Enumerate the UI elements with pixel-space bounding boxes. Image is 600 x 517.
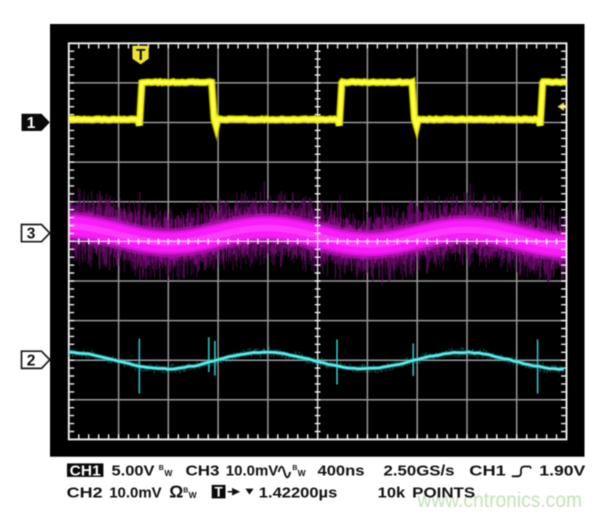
svg-text:5.00V: 5.00V (112, 463, 155, 480)
svg-text:1.90V: 1.90V (539, 463, 585, 480)
svg-text:CH2: CH2 (67, 485, 103, 502)
svg-text:T: T (136, 47, 146, 64)
svg-text:Ω: Ω (169, 482, 183, 502)
svg-text:www.cntronics.com: www.cntronics.com (417, 488, 582, 512)
svg-text:3: 3 (27, 226, 36, 243)
svg-text:POINTS: POINTS (412, 485, 475, 502)
svg-text:W: W (189, 490, 198, 500)
svg-text:10.0mV: 10.0mV (109, 485, 162, 502)
svg-text:10.0mV: 10.0mV (226, 463, 278, 480)
svg-text:400ns: 400ns (318, 463, 365, 480)
svg-text:W: W (164, 468, 173, 478)
svg-text:10k: 10k (378, 485, 406, 502)
svg-text:2.50GS/s: 2.50GS/s (384, 463, 455, 480)
svg-text:2: 2 (27, 352, 36, 369)
svg-text:1.42200µs: 1.42200µs (259, 485, 338, 502)
svg-text:CH3: CH3 (186, 463, 220, 480)
svg-text:T: T (214, 485, 223, 500)
svg-text:B: B (159, 465, 164, 472)
svg-text:CH1: CH1 (70, 462, 101, 479)
svg-text:CH1: CH1 (469, 463, 506, 480)
svg-text:B: B (292, 465, 297, 472)
svg-text:W: W (298, 468, 307, 478)
svg-text:B: B (183, 487, 188, 494)
svg-text:1: 1 (27, 115, 36, 132)
